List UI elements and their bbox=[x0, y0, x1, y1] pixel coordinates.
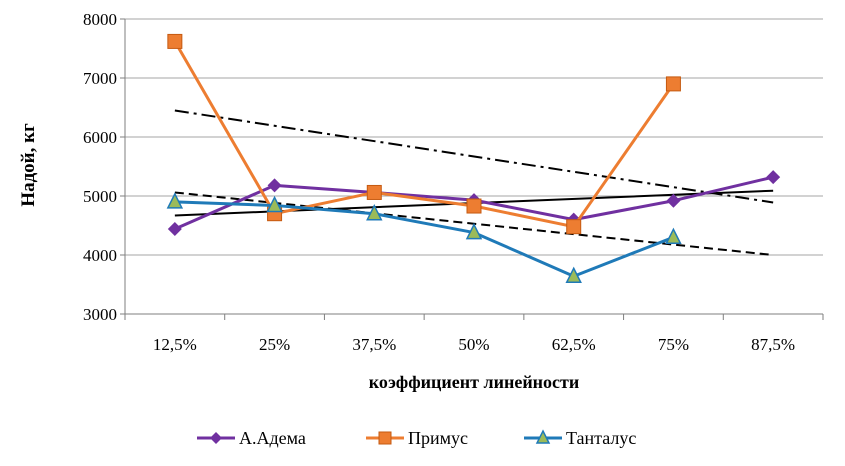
x-tick-label: 37,5% bbox=[352, 335, 396, 354]
axes bbox=[120, 18, 824, 320]
y-axis-label: Надой, кг bbox=[18, 123, 39, 207]
data-point-triangle bbox=[266, 195, 283, 213]
y-axis-tick-labels: 3000 4000 5000 6000 7000 8000 bbox=[83, 10, 117, 324]
legend-label: А.Адема bbox=[239, 428, 306, 448]
data-point-square bbox=[167, 33, 183, 49]
data-point-triangle bbox=[166, 192, 184, 209]
data-point-square bbox=[466, 198, 482, 214]
x-tick-label: 50% bbox=[458, 335, 489, 354]
data-point-diamond bbox=[666, 193, 681, 208]
data-point-square bbox=[665, 76, 681, 92]
data-point-triangle bbox=[465, 222, 483, 240]
gridlines bbox=[125, 18, 823, 256]
x-tick-label: 87,5% bbox=[751, 335, 795, 354]
legend-label: Танталус bbox=[566, 428, 636, 448]
x-tick-label: 12,5% bbox=[153, 335, 197, 354]
legend-item: Танталус bbox=[524, 428, 636, 448]
y-tick-label: 5000 bbox=[83, 187, 117, 206]
x-tick-label: 62,5% bbox=[552, 335, 596, 354]
data-point-square bbox=[366, 184, 382, 200]
x-axis-label: коэффициент линейности bbox=[369, 372, 580, 392]
y-tick-label: 3000 bbox=[83, 305, 117, 324]
data-point-square bbox=[566, 219, 582, 235]
legend-marker-diamond bbox=[210, 432, 222, 444]
data-point-diamond bbox=[766, 170, 781, 185]
data-point-diamond bbox=[267, 178, 282, 193]
series-line bbox=[173, 40, 675, 229]
y-tick-label: 4000 bbox=[83, 246, 117, 265]
trendline-dash-dot bbox=[174, 109, 774, 204]
x-axis-tick-labels: 12,5% 25% 37,5% 50% 62,5% 75% 87,5% bbox=[153, 335, 795, 354]
y-tick-label: 7000 bbox=[83, 69, 117, 88]
series-line bbox=[174, 200, 674, 278]
legend-item: А.Адема bbox=[197, 428, 306, 448]
data-series bbox=[166, 33, 781, 283]
x-tick-label: 25% bbox=[259, 335, 290, 354]
data-point-triangle bbox=[665, 227, 682, 245]
y-tick-label: 6000 bbox=[83, 128, 117, 147]
data-point-diamond bbox=[167, 222, 182, 237]
data-point-triangle bbox=[565, 266, 582, 283]
x-tick-label: 75% bbox=[658, 335, 689, 354]
legend-marker-square bbox=[378, 431, 392, 445]
y-tick-label: 8000 bbox=[83, 10, 117, 29]
data-point-triangle bbox=[366, 204, 383, 221]
legend-label: Примус bbox=[408, 428, 468, 448]
legend: А.Адема Примус Танталус bbox=[197, 428, 636, 448]
legend-item: Примус bbox=[366, 428, 468, 448]
series-triangle bbox=[166, 192, 682, 283]
legend-marker-triangle bbox=[535, 429, 551, 444]
